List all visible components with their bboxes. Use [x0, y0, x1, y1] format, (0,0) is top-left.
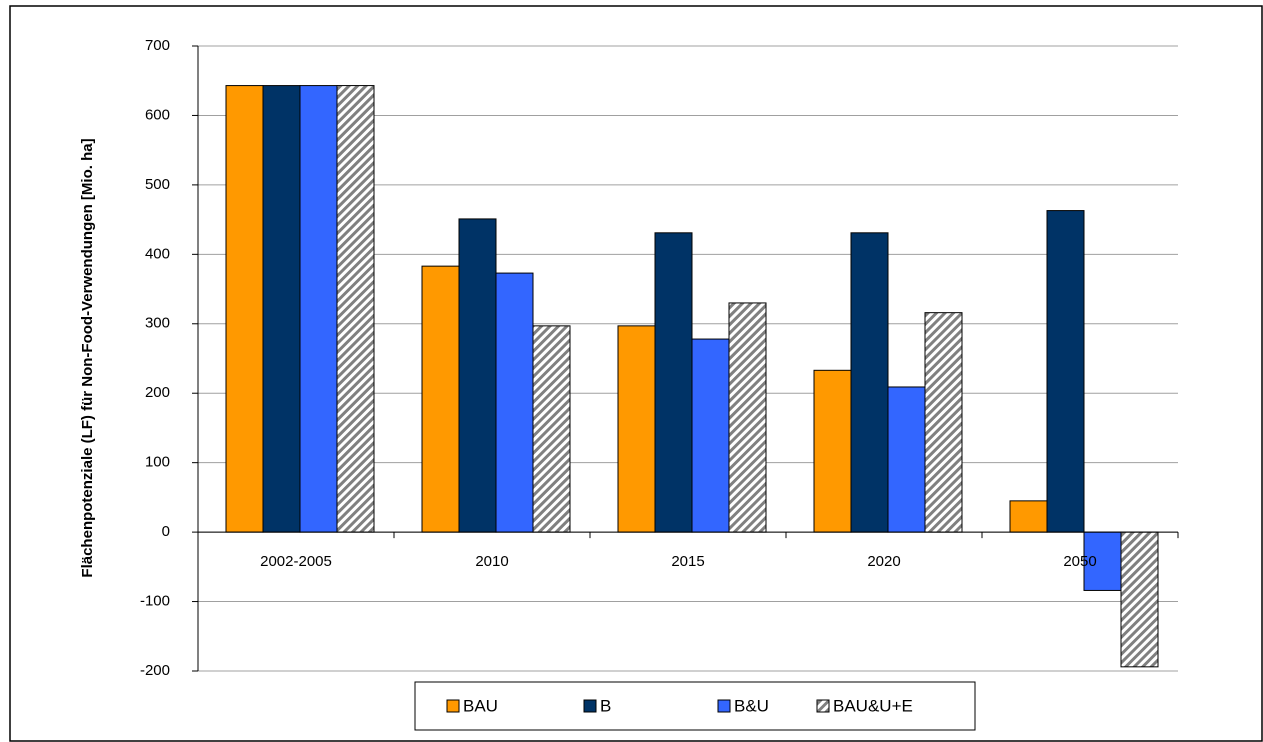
bar [495, 272, 534, 533]
y-tick-label: 200 [145, 384, 170, 401]
bar [262, 85, 301, 533]
legend-label: BAU [463, 696, 498, 715]
bar [1009, 500, 1048, 533]
legend-swatch [816, 699, 830, 713]
bar [691, 338, 730, 533]
x-tick-label: 2010 [475, 553, 508, 570]
legend-swatch [717, 699, 731, 713]
bar [299, 85, 338, 533]
y-tick-label: 500 [145, 176, 170, 193]
x-tick-label: 2050 [1063, 553, 1096, 570]
y-tick-label: -200 [140, 662, 170, 679]
y-tick-label: 700 [145, 37, 170, 54]
x-tick-label: 2020 [867, 553, 900, 570]
x-tick-label: 2002-2005 [260, 553, 332, 570]
legend-box [414, 681, 976, 731]
bar [813, 369, 852, 533]
y-tick-label: 600 [145, 106, 170, 123]
legend-label: B [600, 696, 611, 715]
y-tick-label: 100 [145, 454, 170, 471]
bar [225, 85, 264, 533]
bar [924, 312, 963, 533]
bar [617, 325, 656, 533]
bar [421, 265, 460, 533]
bar [850, 232, 889, 533]
bar [887, 386, 926, 533]
legend-swatch [446, 699, 460, 713]
bar [336, 85, 375, 533]
y-tick-label: 0 [162, 523, 170, 540]
bar [654, 232, 693, 533]
x-tick-label: 2015 [671, 553, 704, 570]
legend: BAU B B&U BAU&U+E [414, 681, 976, 731]
y-tick-label: 400 [145, 245, 170, 262]
legend-swatch [583, 699, 597, 713]
bar [532, 325, 571, 533]
bar [458, 218, 497, 533]
legend-label: B&U [734, 696, 769, 715]
frame [9, 5, 1263, 742]
bar [1120, 531, 1159, 668]
bar [1046, 210, 1085, 533]
bar [728, 302, 767, 533]
y-tick-label: 300 [145, 315, 170, 332]
y-tick-label: -100 [140, 593, 170, 610]
legend-label: BAU&U+E [833, 696, 913, 715]
y-axis-title: Flächenpotenziale (LF) für Non-Food-Verw… [79, 138, 96, 577]
